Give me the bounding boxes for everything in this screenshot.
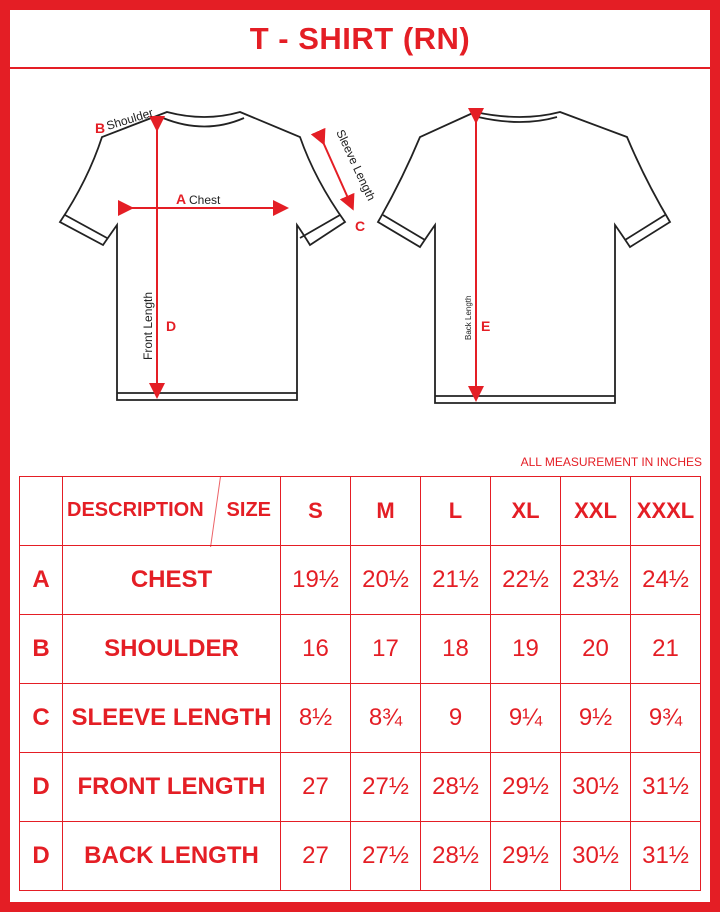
front-length-letter: D [166, 318, 176, 334]
size-header-l: L [420, 476, 491, 546]
table-row: C SLEEVE LENGTH 8½ 8¾ 9 9¼ 9½ 9¾ [19, 683, 701, 753]
sleeve-length-label: Sleeve Length [333, 127, 378, 202]
measurement-note: ALL MEASUREMENT IN INCHES [520, 455, 702, 469]
size-header-s: S [280, 476, 351, 546]
row-label: SLEEVE LENGTH [62, 683, 281, 753]
measurement-cell: 16 [280, 614, 351, 684]
shoulder-letter: B [95, 120, 105, 136]
row-label: FRONT LENGTH [62, 752, 281, 822]
row-letter: D [19, 752, 63, 822]
chest-label: Chest [189, 193, 221, 207]
measurement-cell: 8½ [280, 683, 351, 753]
size-header: SIZE [226, 499, 271, 521]
table-row: B SHOULDER 16 17 18 19 20 21 [19, 614, 701, 684]
measurement-cell: 28½ [420, 752, 491, 822]
size-header-xxl: XXL [560, 476, 631, 546]
row-label: CHEST [62, 545, 281, 615]
measurement-cell: 21 [630, 614, 701, 684]
description-header: DESCRIPTION [67, 499, 204, 521]
sleeve-letter: C [355, 218, 365, 234]
measurement-cell: 22½ [490, 545, 561, 615]
measurement-cell: 30½ [560, 821, 631, 891]
row-letter: A [19, 545, 63, 615]
measurement-cell: 23½ [560, 545, 631, 615]
measurement-cell: 9½ [560, 683, 631, 753]
measurement-cell: 30½ [560, 752, 631, 822]
measurement-cell: 9¾ [630, 683, 701, 753]
chest-letter: A [176, 191, 186, 207]
measurement-cell: 27½ [350, 752, 421, 822]
header-description-size-cell: DESCRIPTION SIZE [62, 476, 281, 547]
measurement-cell: 21½ [420, 545, 491, 615]
table-header-row: DESCRIPTION SIZE S M L XL XXL XXXL [19, 476, 701, 547]
measurement-cell: 18 [420, 614, 491, 684]
table-row: A CHEST 19½ 20½ 21½ 22½ 23½ 24½ [19, 545, 701, 615]
row-letter: C [19, 683, 63, 753]
measurement-cell: 19½ [280, 545, 351, 615]
title-bar: T - SHIRT (RN) [10, 10, 710, 69]
row-label: SHOULDER [62, 614, 281, 684]
size-header-m: M [350, 476, 421, 546]
measurement-cell: 20½ [350, 545, 421, 615]
row-letter: D [19, 821, 63, 891]
measurement-cell: 17 [350, 614, 421, 684]
back-length-letter: E [481, 318, 490, 334]
measurement-cell: 28½ [420, 821, 491, 891]
size-chart-table: DESCRIPTION SIZE S M L XL XXL XXXL A CHES… [19, 476, 701, 891]
measurement-cell: 29½ [490, 821, 561, 891]
measurement-cell: 31½ [630, 821, 701, 891]
front-shirt-outline [58, 111, 347, 401]
measurement-cell: 27 [280, 821, 351, 891]
measurement-cell: 20 [560, 614, 631, 684]
measurement-cell: 19 [490, 614, 561, 684]
front-length-label: Front Length [141, 292, 155, 360]
measurement-cell: 8¾ [350, 683, 421, 753]
sleeve-length-arrow [310, 127, 355, 211]
header-blank-cell [19, 476, 63, 546]
size-header-xl: XL [490, 476, 561, 546]
divider-slash [210, 477, 221, 547]
back-shirt-outline [376, 111, 672, 404]
shoulder-label: Shoulder [105, 105, 155, 132]
measurement-cell: 27½ [350, 821, 421, 891]
size-header-xxxl: XXXL [630, 476, 701, 546]
back-length-label: Back Length [464, 296, 473, 340]
measurement-cell: 9¼ [490, 683, 561, 753]
table-row: D FRONT LENGTH 27 27½ 28½ 29½ 30½ 31½ [19, 752, 701, 822]
measurement-cell: 24½ [630, 545, 701, 615]
measurement-cell: 31½ [630, 752, 701, 822]
page-title: T - SHIRT (RN) [249, 20, 471, 56]
table-row: D BACK LENGTH 27 27½ 28½ 29½ 30½ 31½ [19, 821, 701, 891]
measurement-cell: 29½ [490, 752, 561, 822]
measurement-cell: 27 [280, 752, 351, 822]
measurement-cell: 9 [420, 683, 491, 753]
shirt-diagram: B Shoulder A Chest Sleeve Length C Front… [58, 105, 672, 404]
row-letter: B [19, 614, 63, 684]
row-label: BACK LENGTH [62, 821, 281, 891]
